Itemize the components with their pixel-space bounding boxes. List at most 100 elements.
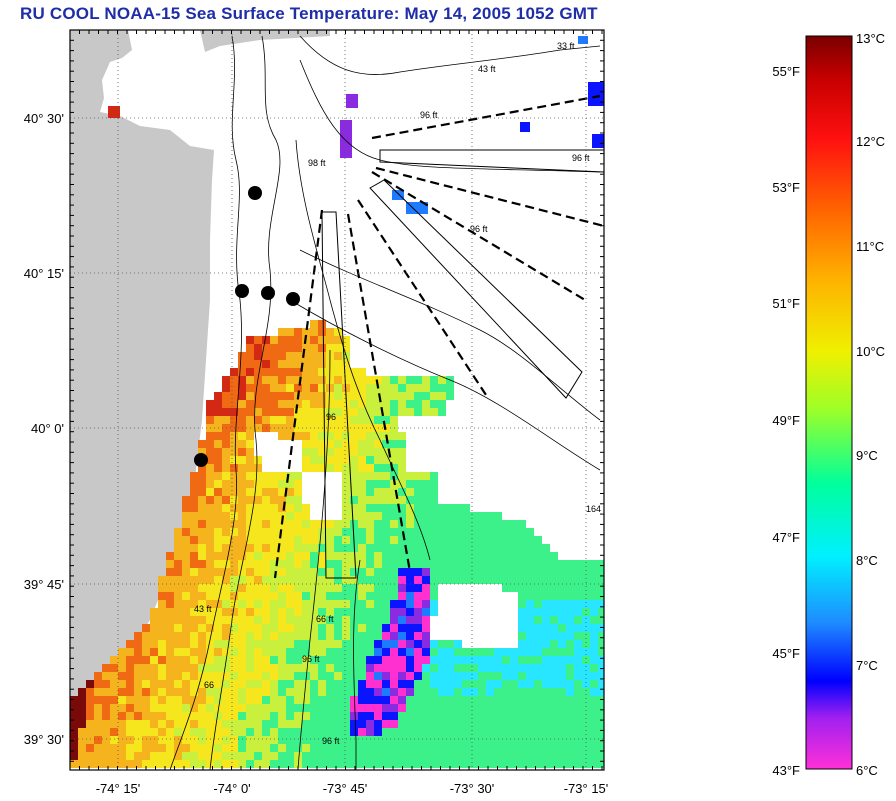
sst-pixel bbox=[70, 760, 78, 768]
sst-pixel bbox=[566, 616, 574, 624]
sst-pixel bbox=[374, 448, 382, 456]
sst-pixel bbox=[366, 592, 374, 600]
sst-pixel bbox=[286, 408, 294, 416]
sst-pixel bbox=[342, 664, 350, 672]
sst-pixel bbox=[262, 488, 270, 496]
sst-pixel bbox=[358, 392, 366, 400]
sst-pixel bbox=[118, 720, 126, 728]
sst-pixel bbox=[374, 752, 382, 760]
lat-tick-labels: 40° 30' 40° 15' 40° 0' 39° 45' 39° 30' bbox=[24, 111, 64, 747]
sst-pixel bbox=[534, 616, 542, 624]
sst-pixel bbox=[550, 600, 558, 608]
sst-pixel bbox=[406, 520, 414, 528]
sst-pixel bbox=[350, 744, 358, 752]
sst-pixel bbox=[502, 736, 510, 744]
sst-pixel bbox=[406, 688, 414, 696]
sst-pixel bbox=[174, 736, 182, 744]
sst-pixel bbox=[278, 488, 286, 496]
sst-pixel bbox=[374, 664, 382, 672]
sst-pixel bbox=[150, 736, 158, 744]
sst-pixel bbox=[566, 600, 574, 608]
colorbar-f-label: 49°F bbox=[772, 413, 800, 428]
sst-pixel bbox=[342, 464, 350, 472]
sst-pixel bbox=[254, 560, 262, 568]
sst-pixel bbox=[270, 360, 278, 368]
sst-pixel bbox=[166, 720, 174, 728]
sst-pixel bbox=[438, 648, 446, 656]
sst-pixel bbox=[270, 344, 278, 352]
sst-pixel bbox=[190, 760, 198, 768]
sst-pixel bbox=[486, 648, 494, 656]
sst-pixel bbox=[222, 728, 230, 736]
sst-pixel bbox=[198, 632, 206, 640]
sst-pixel bbox=[294, 600, 302, 608]
sst-pixel bbox=[182, 664, 190, 672]
sst-pixel bbox=[534, 688, 542, 696]
sst-pixel bbox=[422, 632, 430, 640]
sst-pixel bbox=[150, 752, 158, 760]
station-marker[interactable] bbox=[261, 286, 275, 300]
sst-pixel bbox=[534, 744, 542, 752]
sst-pixel bbox=[422, 752, 430, 760]
sst-pixel bbox=[270, 504, 278, 512]
sst-pixel bbox=[286, 576, 294, 584]
sst-pixel bbox=[126, 664, 134, 672]
sst-pixel bbox=[222, 392, 230, 400]
sst-pixel bbox=[206, 632, 214, 640]
sst-pixel bbox=[534, 536, 542, 544]
sst-pixel bbox=[510, 664, 518, 672]
sst-pixel bbox=[206, 728, 214, 736]
station-marker[interactable] bbox=[248, 186, 262, 200]
sst-pixel bbox=[494, 752, 502, 760]
sst-pixel bbox=[302, 528, 310, 536]
sst-pixel bbox=[230, 528, 238, 536]
sst-pixel bbox=[254, 752, 262, 760]
sst-pixel bbox=[166, 688, 174, 696]
sst-pixel bbox=[566, 680, 574, 688]
sst-pixel bbox=[254, 336, 262, 344]
sst-pixel bbox=[134, 648, 142, 656]
sst-pixel bbox=[182, 608, 190, 616]
sst-pixel bbox=[302, 688, 310, 696]
sst-pixel bbox=[510, 672, 518, 680]
sst-pixel bbox=[206, 592, 214, 600]
sst-pixel bbox=[526, 560, 534, 568]
station-marker[interactable] bbox=[286, 292, 300, 306]
sst-pixel bbox=[566, 712, 574, 720]
sst-pixel bbox=[398, 448, 406, 456]
sst-pixel bbox=[382, 680, 390, 688]
sst-pixel bbox=[470, 568, 478, 576]
sst-pixel bbox=[326, 728, 334, 736]
sst-pixel bbox=[310, 656, 318, 664]
sst-pixel bbox=[230, 544, 238, 552]
sst-pixel bbox=[270, 760, 278, 768]
sst-pixel bbox=[342, 336, 350, 344]
sst-pixel bbox=[598, 760, 604, 768]
sst-pixel bbox=[174, 584, 182, 592]
sst-pixel bbox=[270, 384, 278, 392]
sst-pixel bbox=[278, 480, 286, 488]
sst-pixel bbox=[374, 608, 382, 616]
sst-pixel bbox=[278, 360, 286, 368]
sst-pixel bbox=[350, 696, 358, 704]
sst-pixel bbox=[414, 536, 422, 544]
sst-pixel bbox=[158, 728, 166, 736]
sst-pixel bbox=[406, 584, 414, 592]
sst-pixel bbox=[406, 504, 414, 512]
sst-pixel bbox=[278, 376, 286, 384]
sst-pixel bbox=[534, 728, 542, 736]
sst-pixel bbox=[598, 632, 604, 640]
sst-pixel bbox=[510, 744, 518, 752]
sst-pixel bbox=[406, 672, 414, 680]
sst-pixel bbox=[294, 512, 302, 520]
sst-pixel bbox=[334, 680, 342, 688]
station-marker[interactable] bbox=[194, 453, 208, 467]
sst-pixel bbox=[454, 648, 462, 656]
sst-pixel bbox=[246, 568, 254, 576]
sst-pixel bbox=[294, 584, 302, 592]
sst-pixel bbox=[318, 688, 326, 696]
station-marker[interactable] bbox=[235, 284, 249, 298]
sst-pixel bbox=[414, 696, 422, 704]
sst-pixel bbox=[334, 528, 342, 536]
sst-pixel bbox=[102, 664, 110, 672]
